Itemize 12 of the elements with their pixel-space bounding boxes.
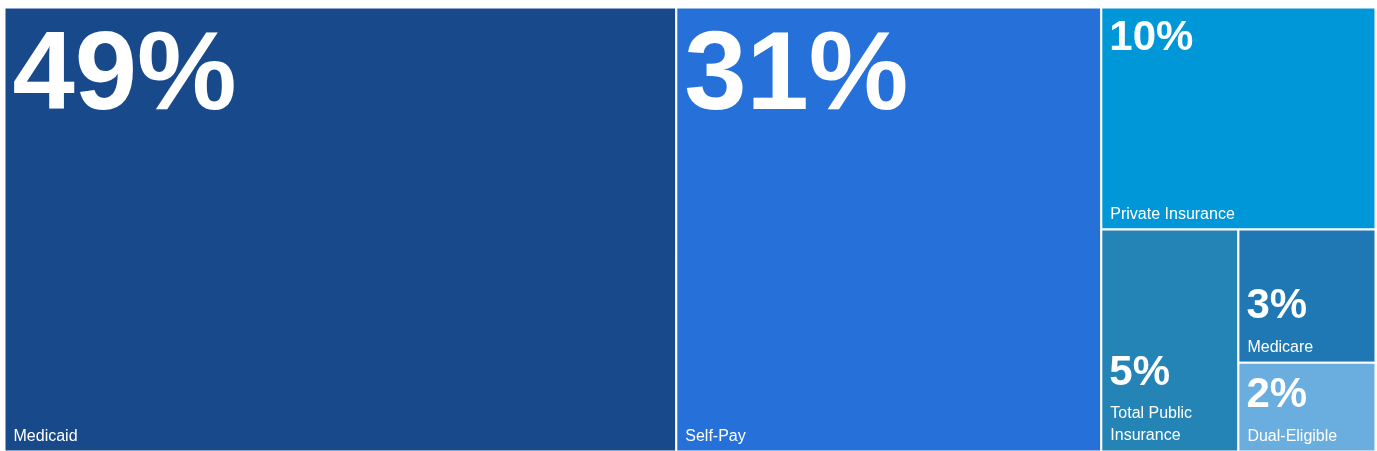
data-label: 10%: [1109, 11, 1194, 59]
data-label: 31%: [684, 7, 909, 133]
category-label: Total Public Insurance: [1110, 403, 1193, 444]
category-label: Self-Pay: [685, 426, 746, 444]
data-label: 2%: [1246, 368, 1308, 416]
category-label: Medicaid: [13, 426, 78, 444]
data-label: 49%: [12, 7, 237, 133]
category-label: Dual-Eligible: [1247, 426, 1338, 444]
category-label: Medicare: [1247, 337, 1314, 355]
category-label: Private Insurance: [1110, 204, 1235, 222]
data-label: 5%: [1109, 346, 1170, 394]
data-label: 3%: [1246, 279, 1308, 327]
